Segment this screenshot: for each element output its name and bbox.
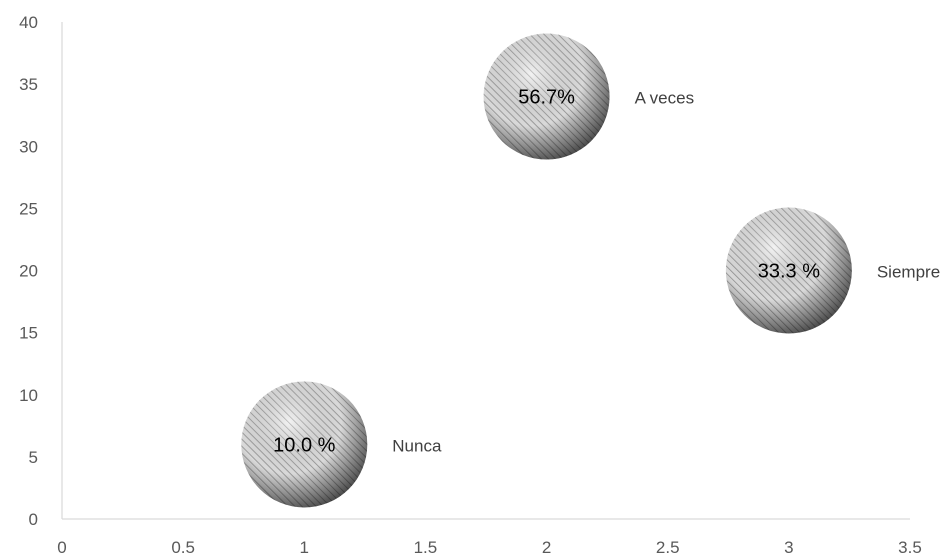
bubble-value-label: 33.3 %	[758, 261, 820, 283]
y-tick-label: 40	[19, 13, 38, 32]
bubble-category-label: A veces	[635, 89, 695, 108]
x-tick-label: 1	[300, 538, 309, 557]
y-tick-label: 20	[19, 262, 38, 281]
bubble-category-label: Nunca	[392, 436, 442, 455]
bubble-shading	[241, 381, 368, 508]
y-tick-label: 0	[29, 510, 38, 529]
y-tick-label: 25	[19, 199, 38, 218]
bubble-value-label: 56.7%	[518, 87, 575, 109]
bubble-value-label: 10.0 %	[273, 434, 335, 456]
bubble-a-veces: 56.7% A veces	[483, 33, 695, 160]
bubble-shading	[725, 207, 852, 334]
y-tick-label: 30	[19, 137, 38, 156]
x-tick-label: 3	[784, 538, 793, 557]
bubble-nunca: 10.0 % Nunca	[241, 381, 442, 508]
x-tick-label: 2.5	[656, 538, 680, 557]
bubble-shading	[483, 33, 610, 160]
x-tick-label: 3.5	[898, 538, 922, 557]
axes	[61, 22, 910, 520]
bubble-category-label: Siempre	[877, 263, 940, 282]
bubbles: 10.0 % Nunca 56.7% A veces 33.3 % Siempre	[241, 33, 940, 508]
bubble-siempre: 33.3 % Siempre	[725, 207, 940, 334]
y-tick-label: 10	[19, 386, 38, 405]
x-tick-label: 1.5	[414, 538, 438, 557]
tick-labels: 0 5 10 15 20 25 30 35 40 0 0.5 1 1.5 2 2.5 3 3.5	[19, 13, 922, 557]
x-tick-label: 2	[542, 538, 551, 557]
x-tick-label: 0	[57, 538, 66, 557]
y-tick-label: 35	[19, 75, 38, 94]
y-tick-label: 15	[19, 324, 38, 343]
x-tick-label: 0.5	[171, 538, 195, 557]
y-tick-label: 5	[29, 448, 38, 467]
